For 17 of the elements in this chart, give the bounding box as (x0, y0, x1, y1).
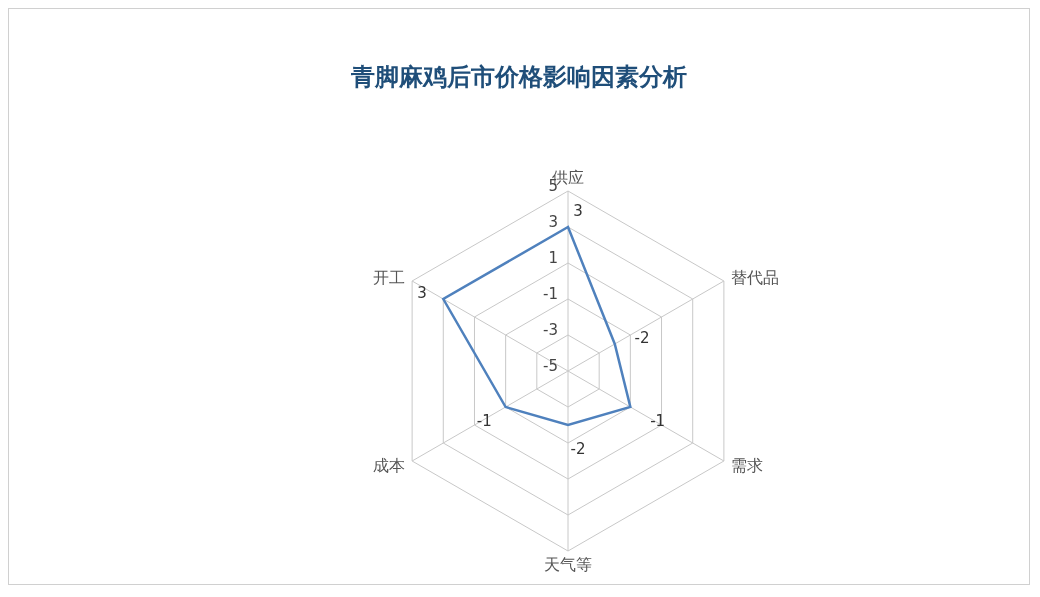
y-tick-label: 1 (548, 249, 558, 267)
spoke-label: 开工 (373, 267, 406, 287)
spoke-label: 替代品 (730, 267, 779, 287)
y-tick-label: 3 (548, 213, 558, 231)
spoke-label: 天气等 (544, 555, 592, 575)
spoke-label: 成本 (373, 455, 406, 475)
chart-title: 青脚麻鸡后市价格影响因素分析 (350, 62, 688, 93)
y-tick-label: -1 (543, 285, 558, 303)
data-label: -2 (570, 439, 586, 458)
data-label: 3 (417, 283, 427, 302)
data-label: -1 (476, 411, 492, 430)
y-tick-label: -5 (543, 357, 558, 375)
data-label: 3 (573, 201, 583, 220)
data-label: -2 (634, 328, 650, 347)
spoke-label: 需求 (730, 455, 763, 475)
y-tick-label: -3 (543, 321, 558, 339)
data-label: -1 (650, 411, 666, 430)
